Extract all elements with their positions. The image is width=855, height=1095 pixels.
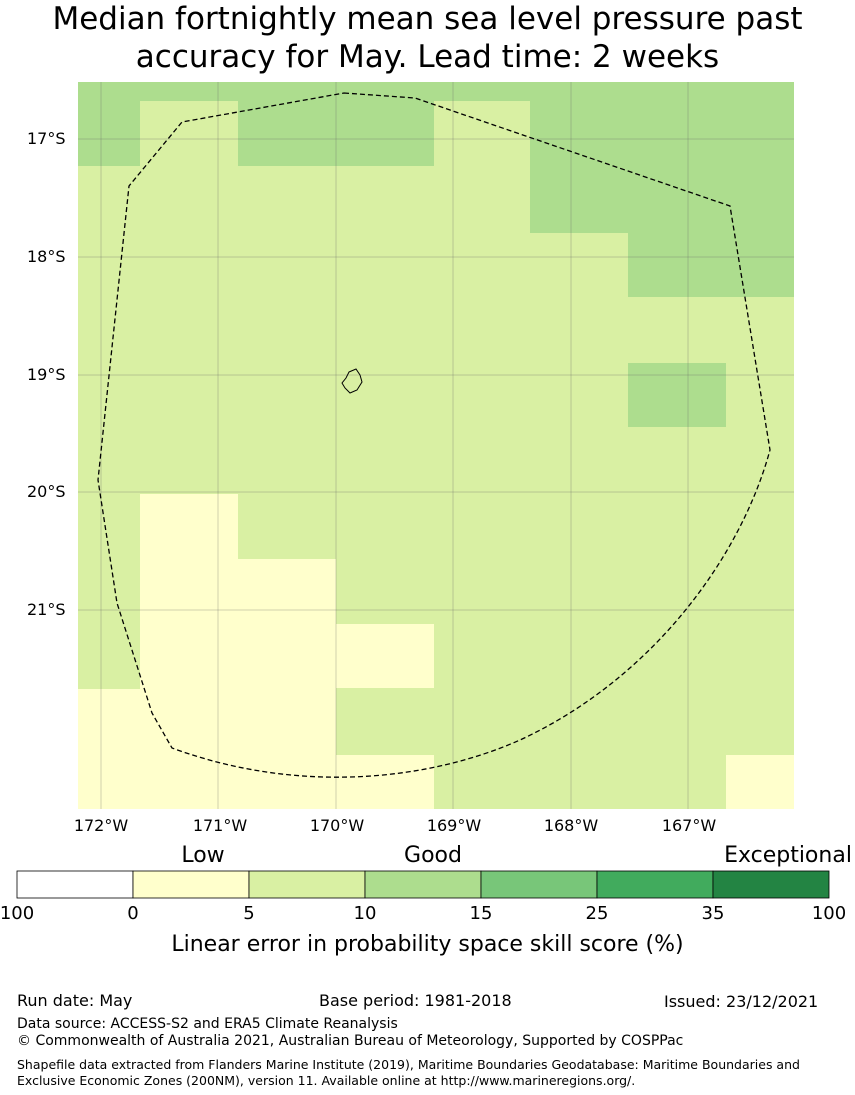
gridlines <box>78 82 794 809</box>
colorbar-tick: 0 <box>127 903 139 924</box>
lon-label: 171°W <box>192 816 248 835</box>
issued-date: Issued: 23/12/2021 <box>664 992 819 1011</box>
cells-0-5 <box>78 494 794 809</box>
lat-label: 21°S <box>27 600 66 619</box>
colorbar-segment <box>132 870 250 899</box>
colorbar-segment <box>480 870 598 899</box>
shapefile-credit: Shapefile data extracted from Flanders M… <box>17 1057 800 1088</box>
title-line-2: accuracy for May. Lead time: 2 weeks <box>135 39 720 75</box>
island-niue <box>341 368 363 394</box>
eez-boundary <box>97 92 771 778</box>
category-good: Good <box>404 843 462 868</box>
category-low: Low <box>181 843 225 868</box>
lon-label: 170°W <box>309 816 365 835</box>
colorbar-tick: 100 <box>811 903 847 924</box>
colorbar-tick: 10 <box>353 903 377 924</box>
cells-10-15 <box>78 82 794 427</box>
colorbar-tick: 5 <box>243 903 255 924</box>
base-period: Base period: 1981-2018 <box>319 991 512 1010</box>
colorbar-tick: 25 <box>585 903 609 924</box>
category-exceptional: Exceptional <box>724 843 852 868</box>
colorbar-tick: 35 <box>701 903 725 924</box>
colorbar-segment <box>596 870 714 899</box>
colorbar-segment <box>16 870 134 899</box>
colorbar <box>16 870 830 899</box>
lat-label: 17°S <box>27 129 66 148</box>
colorbar-segment <box>364 870 482 899</box>
colorbar-segment <box>248 870 366 899</box>
lon-label: 172°W <box>73 816 129 835</box>
run-date: Run date: May <box>17 991 133 1010</box>
colorbar-tick: 15 <box>469 903 493 924</box>
lon-label: 168°W <box>543 816 599 835</box>
colorbar-segment <box>712 870 830 899</box>
lon-label: 169°W <box>426 816 482 835</box>
copyright: © Commonwealth of Australia 2021, Austra… <box>17 1033 684 1049</box>
colorbar-tick: 100 <box>0 903 35 924</box>
data-source: Data source: ACCESS-S2 and ERA5 Climate … <box>17 1016 398 1032</box>
colorbar-title: Linear error in probability space skill … <box>171 932 684 957</box>
title-line-1: Median fortnightly mean sea level pressu… <box>52 1 803 37</box>
lon-label: 167°W <box>661 816 717 835</box>
lat-label: 19°S <box>27 365 66 384</box>
chart-title: Median fortnightly mean sea level pressu… <box>0 0 855 76</box>
lat-label: 20°S <box>27 482 66 501</box>
lat-label: 18°S <box>27 247 66 266</box>
